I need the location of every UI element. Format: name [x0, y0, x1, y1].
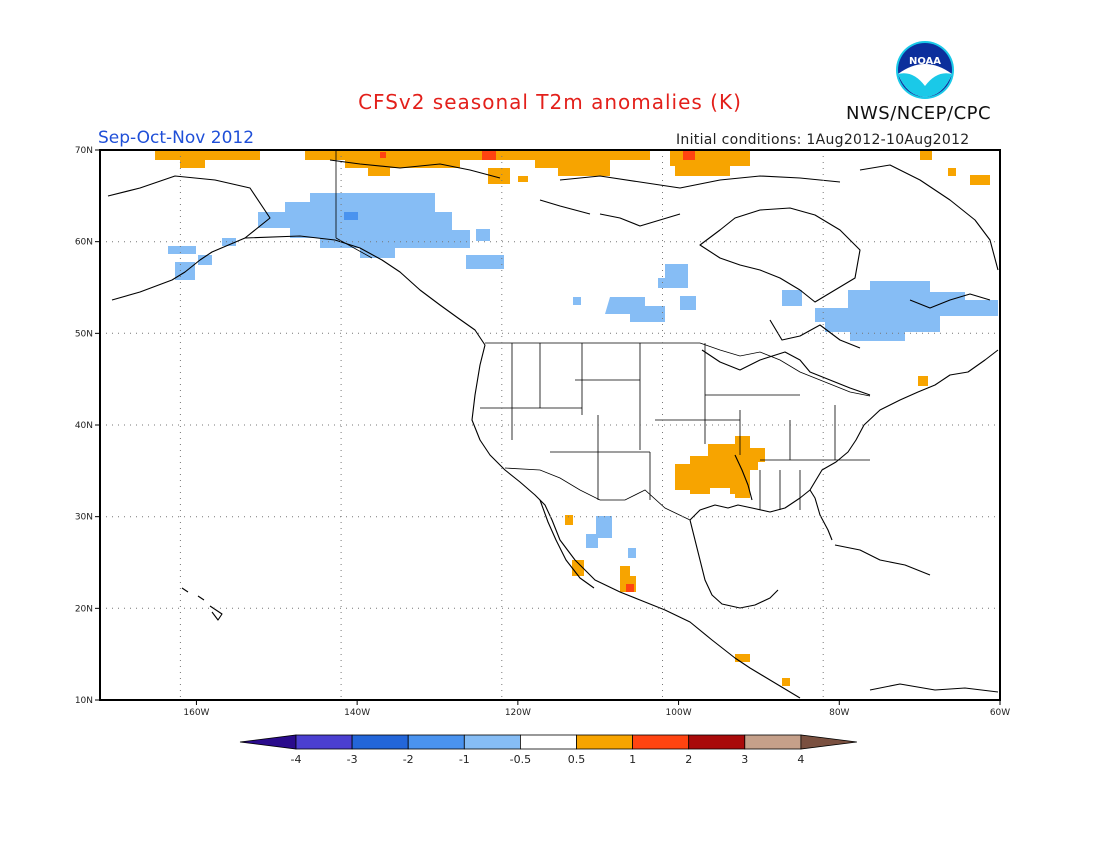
agency-label: NWS/NCEP/CPC [846, 103, 992, 124]
colorbar-label: -0.5 [510, 753, 531, 766]
colorbar-label: 2 [685, 753, 692, 766]
coastlines [107, 159, 999, 699]
colorbar-segment [295, 734, 353, 750]
colorbar-segment [463, 734, 521, 750]
initial-conditions-label: Initial conditions: 1Aug2012-10Aug2012 [676, 132, 970, 148]
colorbar-low-triangle [239, 734, 297, 750]
strong-warm-anomaly-regions [380, 150, 695, 592]
lat-tick-label: 40N [75, 421, 93, 431]
colorbar-label: -4 [291, 753, 302, 766]
warm-anomaly-regions [155, 150, 990, 686]
lon-tick-label: 60W [990, 708, 1010, 718]
cool-anomaly-core [344, 212, 358, 220]
lon-tick-label: 140W [344, 708, 370, 718]
lat-tick-label: 30N [75, 513, 93, 523]
lon-tick-label: 160W [183, 708, 209, 718]
colorbar-label: 1 [629, 753, 636, 766]
lat-tick-label: 50N [75, 329, 93, 339]
colorbar-label: -2 [403, 753, 414, 766]
colorbar-label: 3 [741, 753, 748, 766]
map-grid [100, 150, 1000, 700]
colorbar-high-triangle [800, 734, 857, 750]
lat-tick-label: 20N [75, 604, 93, 614]
colorbar-segment [744, 734, 802, 750]
season-label: Sep-Oct-Nov 2012 [98, 128, 255, 148]
colorbar: -4 -3 -2 -1 -0.5 0.5 1 2 3 4 [239, 734, 857, 766]
political-borders [335, 150, 871, 521]
colorbar-label: 4 [797, 753, 804, 766]
lon-tick-label: 120W [505, 708, 531, 718]
cool-anomaly-regions [168, 193, 998, 558]
colorbar-segment [407, 734, 465, 750]
longitude-ticks: 160W 140W 120W 100W 80W 60W [183, 700, 1010, 718]
colorbar-label: -3 [347, 753, 358, 766]
colorbar-label: 0.5 [568, 753, 586, 766]
colorbar-segment [520, 734, 577, 750]
lat-tick-label: 60N [75, 238, 93, 248]
lon-tick-label: 100W [666, 708, 692, 718]
colorbar-segment [351, 734, 409, 750]
colorbar-segment [576, 734, 633, 750]
colorbar-segment [632, 734, 690, 750]
map-title: CFSv2 seasonal T2m anomalies (K) [358, 90, 742, 114]
colorbar-segment [688, 734, 746, 750]
lat-tick-label: 10N [75, 696, 93, 706]
lon-tick-label: 80W [829, 708, 849, 718]
logo-text: NOAA [909, 56, 941, 67]
colorbar-label: -1 [459, 753, 470, 766]
lat-tick-label: 70N [75, 146, 93, 156]
noaa-logo-icon: NOAA [896, 41, 954, 99]
latitude-ticks: 10N 20N 30N 40N 50N 60N 70N [75, 146, 100, 706]
